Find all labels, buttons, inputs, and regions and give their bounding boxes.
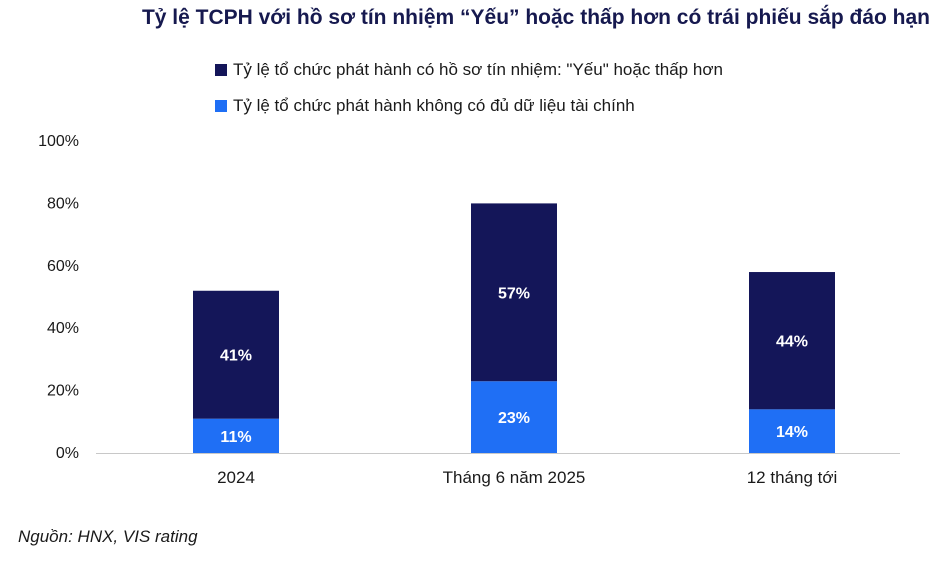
bar-segment-insufficient-data <box>749 409 835 453</box>
legend-label-insufficient-data: Tỷ lệ tổ chức phát hành không có đủ dữ l… <box>233 96 635 115</box>
data-label: 57% <box>498 285 530 302</box>
y-tick-label: 100% <box>38 133 79 150</box>
legend-swatch-insufficient-data <box>215 100 227 112</box>
bar-segment-insufficient-data <box>471 381 557 453</box>
legend-item-insufficient-data: Tỷ lệ tổ chức phát hành không có đủ dữ l… <box>215 88 723 124</box>
bar-segment-weak-profile <box>193 290 279 419</box>
legend-swatch-weak-profile <box>215 64 227 76</box>
y-tick-label: 0% <box>56 445 79 462</box>
x-category-label: 12 tháng tới <box>747 468 838 487</box>
x-category-label: 2024 <box>217 468 255 487</box>
data-label: 11% <box>220 429 251 446</box>
chart-legend: Tỷ lệ tổ chức phát hành có hồ sơ tín nhi… <box>215 52 723 124</box>
data-label: 44% <box>776 334 808 351</box>
chart-title: Tỷ lệ TCPH với hồ sơ tín nhiệm “Yếu” hoặ… <box>141 6 930 29</box>
y-tick-label: 20% <box>47 383 79 400</box>
data-label: 23% <box>498 410 530 427</box>
legend-item-weak-profile: Tỷ lệ tổ chức phát hành có hồ sơ tín nhi… <box>215 52 723 88</box>
source-note: Nguồn: HNX, VIS rating <box>18 527 198 546</box>
y-tick-label: 60% <box>47 258 79 275</box>
y-tick-label: 40% <box>47 320 79 337</box>
legend-label-weak-profile: Tỷ lệ tổ chức phát hành có hồ sơ tín nhi… <box>233 60 723 79</box>
x-category-label: Tháng 6 năm 2025 <box>443 468 586 487</box>
data-label: 14% <box>776 424 808 441</box>
bar-segment-weak-profile <box>749 272 835 410</box>
bar-segment-weak-profile <box>471 203 557 382</box>
data-label: 41% <box>220 348 252 365</box>
bar-segment-insufficient-data <box>193 418 279 453</box>
y-tick-label: 80% <box>47 195 79 212</box>
